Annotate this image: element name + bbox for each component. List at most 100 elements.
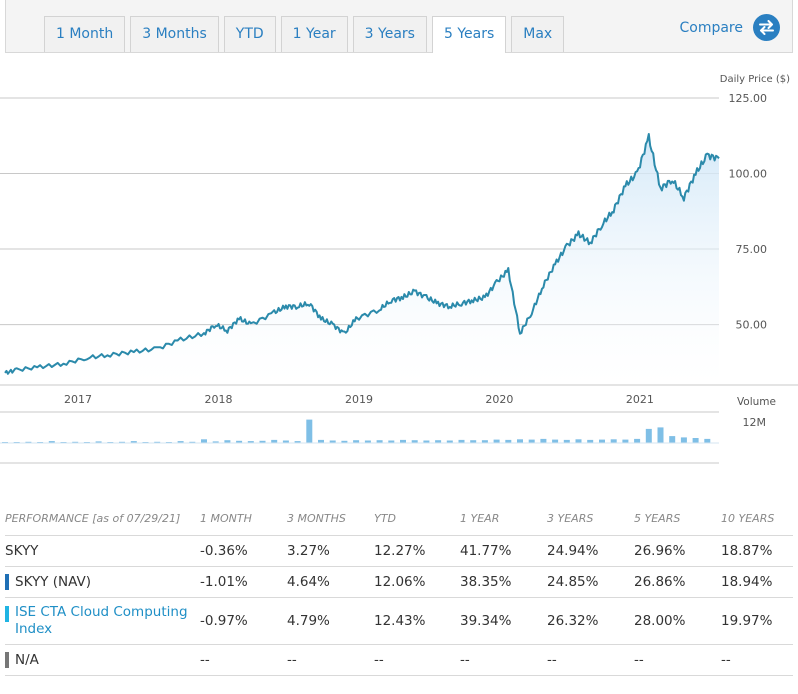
volume-bar	[528, 439, 535, 443]
index-series-swatch	[5, 606, 9, 622]
performance-header-label: PERFORMANCE [as of 07/29/21]	[5, 512, 181, 525]
table-cell: 12.43%	[374, 597, 460, 645]
volume-tick-label: 12M	[743, 416, 767, 429]
volume-bar	[493, 439, 500, 443]
volume-bar	[481, 440, 488, 443]
volume-bar	[25, 441, 32, 444]
volume-bar	[329, 440, 336, 443]
volume-bar	[563, 439, 570, 443]
volume-bar	[540, 438, 547, 443]
table-cell: 38.35%	[460, 566, 547, 598]
col-header-1-year: 1 YEAR	[460, 512, 500, 525]
volume-bar	[435, 440, 442, 443]
price-axis-title: Daily Price ($)	[720, 74, 790, 85]
table-cell: 3.27%	[287, 535, 374, 567]
volume-bar	[259, 440, 266, 443]
volume-bar	[587, 439, 594, 443]
price-chart: Daily Price ($) 125.00 100.00 75.00 50.00 2…	[0, 60, 798, 480]
volume-bar	[95, 441, 102, 443]
volume-bar	[119, 441, 125, 444]
volume-bar	[177, 441, 184, 443]
col-header-ytd: YTD	[374, 512, 396, 525]
tab-3-months[interactable]: 3 Months	[130, 16, 219, 52]
volume-bar	[388, 440, 395, 443]
volume-bar	[423, 440, 430, 443]
volume-axis-title: Volume	[737, 396, 776, 408]
table-cell: 4.79%	[287, 597, 374, 645]
price-tick-label: 75.00	[736, 243, 768, 256]
tab-ytd[interactable]: YTD	[223, 16, 276, 52]
volume-bar	[236, 440, 243, 443]
volume-bar	[282, 440, 289, 443]
col-header-3-months: 3 MONTHS	[287, 512, 346, 525]
x-tick-label: 2021	[626, 393, 654, 406]
table-cell: 24.94%	[547, 535, 634, 567]
volume-bar	[247, 441, 254, 443]
table-row: N/A -- -- -- -- -- -- --	[5, 644, 793, 676]
table-cell: --	[460, 644, 547, 676]
table-cell: 41.77%	[460, 535, 547, 567]
volume-bar	[376, 440, 383, 443]
table-cell: -0.36%	[200, 535, 287, 567]
volume-bar	[552, 439, 559, 443]
table-cell: 39.34%	[460, 597, 547, 645]
table-cell: 26.96%	[634, 535, 721, 567]
table-cell: --	[287, 644, 374, 676]
table-cell: 18.94%	[721, 566, 793, 598]
table-cell: --	[634, 644, 721, 676]
x-tick-label: 2018	[204, 393, 232, 406]
tab-1-year[interactable]: 1 Year	[280, 16, 348, 52]
row-name: SKYY	[5, 535, 200, 567]
x-tick-label: 2019	[345, 393, 373, 406]
volume-bar	[189, 441, 196, 444]
volume-bar	[224, 440, 231, 443]
volume-bar	[599, 439, 605, 443]
range-tabs: 1 Month 3 Months YTD 1 Year 3 Years 5 Ye…	[44, 16, 569, 53]
col-header-1-month: 1 MONTH	[200, 512, 252, 525]
volume-bar	[517, 439, 523, 443]
row-name: SKYY (NAV)	[5, 566, 200, 598]
volume-bar	[212, 441, 219, 443]
volume-bar	[130, 441, 137, 443]
row-name-label: SKYY	[5, 542, 39, 559]
x-axis-band	[0, 386, 798, 412]
price-line	[4, 133, 720, 375]
table-cell: 12.27%	[374, 535, 460, 567]
volume-bar	[294, 441, 301, 443]
volume-bar	[364, 440, 371, 443]
row-name: N/A	[5, 644, 200, 676]
tab-5-years[interactable]: 5 Years	[431, 16, 507, 53]
volume-bar	[72, 441, 79, 444]
table-cell: 26.86%	[634, 566, 721, 598]
price-area	[5, 134, 719, 385]
table-cell: --	[200, 644, 287, 676]
volume-bar	[271, 439, 278, 443]
tab-1-month[interactable]: 1 Month	[44, 16, 126, 52]
price-tick-label: 100.00	[729, 168, 768, 181]
col-header-3-years: 3 YEARS	[547, 512, 594, 525]
x-tick-label: 2017	[64, 393, 92, 406]
tab-max[interactable]: Max	[511, 16, 565, 52]
volume-bar	[692, 438, 699, 443]
table-cell: 26.32%	[547, 597, 634, 645]
volume-bar	[622, 439, 629, 443]
volume-bar	[318, 439, 324, 443]
tab-3-years[interactable]: 3 Years	[352, 16, 427, 52]
table-row: SKYY -0.36% 3.27% 12.27% 41.77% 24.94% 2…	[5, 535, 793, 567]
compare-button[interactable]: Compare	[679, 14, 780, 41]
volume-bar	[634, 438, 641, 443]
volume-bar	[680, 437, 687, 443]
volume-bar	[353, 440, 360, 443]
table-cell: 24.85%	[547, 566, 634, 598]
compare-label: Compare	[679, 19, 743, 36]
volume-bar	[306, 419, 313, 443]
volume-bar	[201, 439, 207, 443]
price-tick-label: 50.00	[736, 319, 768, 332]
col-header-5-years: 5 YEARS	[634, 512, 681, 525]
volume-bar	[505, 439, 512, 443]
na-series-swatch	[5, 652, 9, 668]
performance-table: PERFORMANCE [as of 07/29/21] 1 MONTH 3 M…	[5, 508, 793, 676]
nav-series-swatch	[5, 574, 9, 590]
price-volume-chart-svg: Daily Price ($) 125.00 100.00 75.00 50.00 2…	[0, 74, 798, 464]
volume-bar	[575, 439, 582, 443]
